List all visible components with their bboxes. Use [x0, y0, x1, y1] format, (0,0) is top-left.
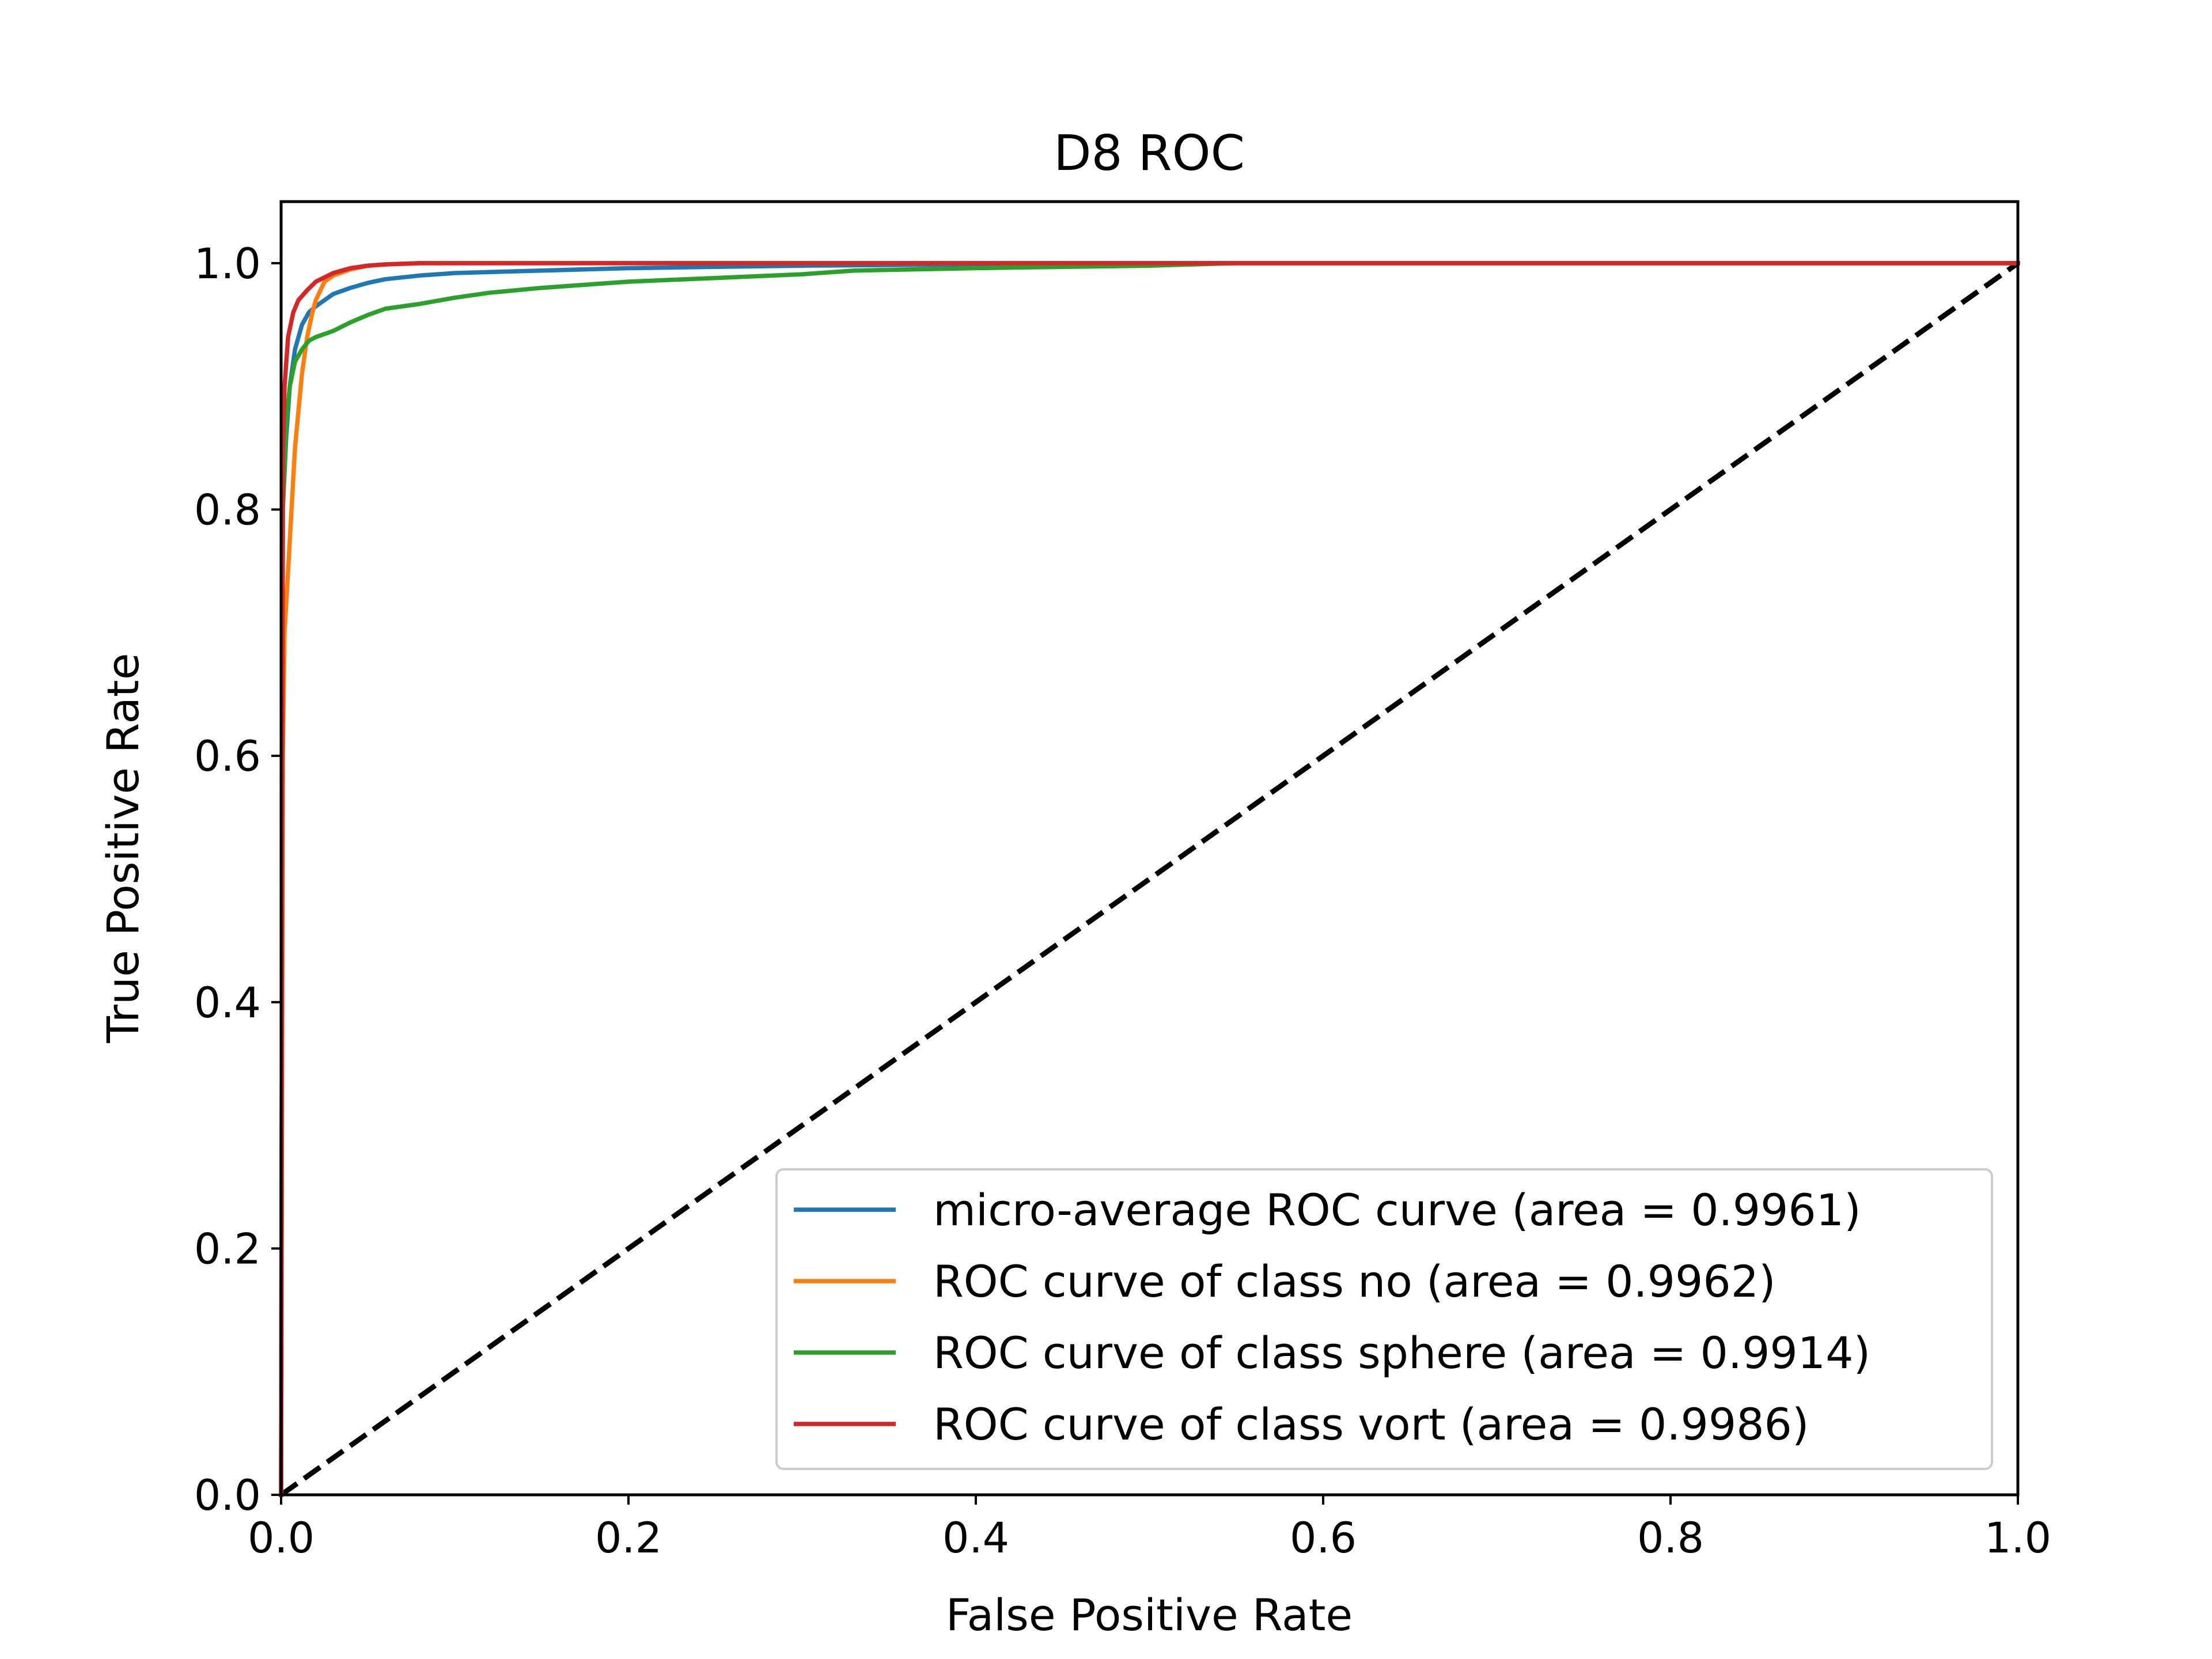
- x-tick-label: 0.6: [1290, 1514, 1357, 1563]
- legend-label-3: ROC curve of class vort (area = 0.9986): [933, 1399, 1809, 1450]
- legend: micro-average ROC curve (area = 0.9961) R…: [775, 1168, 1993, 1470]
- y-axis-ticks: 0.0 0.2 0.4 0.6 0.8 1.0: [194, 240, 281, 1520]
- chart-title: D8 ROC: [1054, 125, 1245, 182]
- y-tick-label: 0.4: [194, 979, 261, 1028]
- y-tick-label: 0.0: [194, 1471, 261, 1520]
- plot-frame: [279, 200, 2020, 1497]
- y-tick-label: 0.2: [194, 1225, 261, 1274]
- x-tick-label: 0.0: [248, 1514, 315, 1563]
- y-axis-label: True Positive Rate: [97, 653, 149, 1044]
- x-tick-label: 0.4: [942, 1514, 1009, 1563]
- y-tick-label: 1.0: [194, 240, 261, 289]
- y-tick-label: 0.6: [194, 732, 261, 781]
- legend-label-1: ROC curve of class no (area = 0.9962): [933, 1256, 1776, 1307]
- plot-area: [279, 261, 2020, 1497]
- legend-label-0: micro-average ROC curve (area = 0.9961): [933, 1184, 1861, 1236]
- x-tick-label: 0.8: [1637, 1514, 1704, 1563]
- x-axis-ticks: 0.0 0.2 0.4 0.6 0.8 1.0: [248, 1495, 2051, 1563]
- x-axis-label: False Positive Rate: [946, 1589, 1353, 1641]
- x-tick-label: 0.2: [595, 1514, 662, 1563]
- reference-line-layer: [279, 261, 2020, 1497]
- x-tick-label: 1.0: [1984, 1514, 2051, 1563]
- series-layer: [279, 261, 2020, 1497]
- reference-diagonal-line: [279, 261, 2020, 1497]
- legend-label-2: ROC curve of class sphere (area = 0.9914…: [933, 1327, 1870, 1378]
- legend-box: [775, 1168, 1993, 1470]
- series-line-3: [279, 261, 2020, 1497]
- series-line-2: [279, 261, 2020, 1497]
- y-tick-label: 0.8: [194, 486, 261, 535]
